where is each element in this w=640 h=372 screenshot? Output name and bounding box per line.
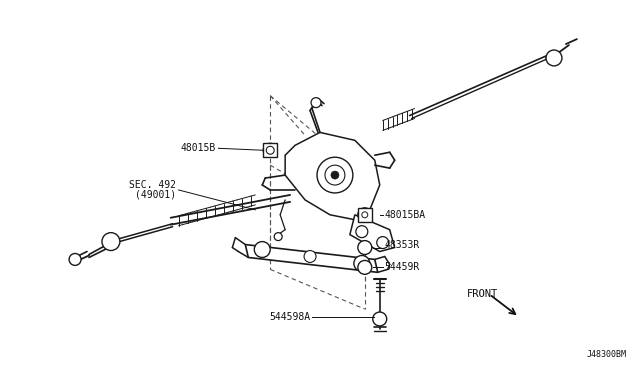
Polygon shape: [350, 215, 395, 251]
Text: 544598A: 544598A: [269, 312, 310, 322]
Polygon shape: [245, 244, 378, 272]
Polygon shape: [285, 132, 380, 220]
Circle shape: [358, 260, 372, 274]
Circle shape: [263, 143, 277, 157]
Circle shape: [356, 226, 368, 238]
Circle shape: [372, 312, 387, 326]
Circle shape: [311, 98, 321, 108]
Circle shape: [254, 241, 270, 257]
Text: 48015BA: 48015BA: [385, 210, 426, 220]
Circle shape: [304, 250, 316, 262]
Text: 54459R: 54459R: [385, 262, 420, 272]
Bar: [358, 208, 372, 222]
Circle shape: [331, 171, 339, 179]
Circle shape: [358, 241, 372, 254]
Bar: [263, 143, 277, 157]
Circle shape: [377, 237, 388, 248]
Text: 48015B: 48015B: [180, 143, 216, 153]
Circle shape: [546, 50, 562, 66]
Text: J48300BM: J48300BM: [587, 350, 627, 359]
Text: FRONT: FRONT: [467, 289, 499, 299]
Text: 48353R: 48353R: [385, 240, 420, 250]
Circle shape: [317, 157, 353, 193]
Circle shape: [358, 208, 372, 222]
Circle shape: [266, 146, 274, 154]
Circle shape: [69, 253, 81, 265]
Text: SEC. 492: SEC. 492: [129, 180, 175, 190]
Circle shape: [362, 212, 368, 218]
Circle shape: [354, 256, 370, 271]
Circle shape: [102, 232, 120, 250]
Circle shape: [274, 232, 282, 241]
Circle shape: [325, 165, 345, 185]
Text: (49001): (49001): [134, 190, 175, 200]
